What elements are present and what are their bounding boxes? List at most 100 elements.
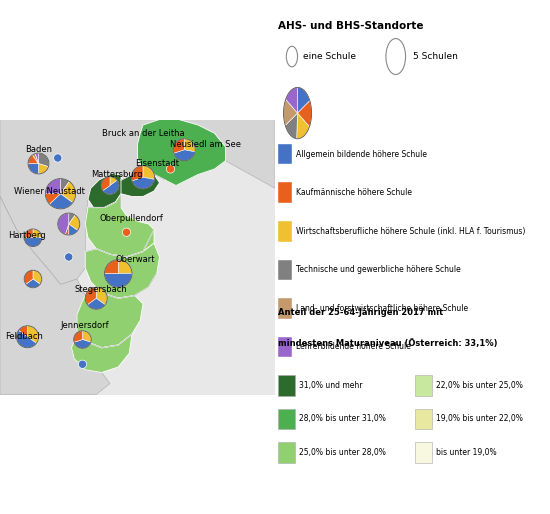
Circle shape	[54, 154, 62, 162]
Wedge shape	[69, 224, 78, 235]
Polygon shape	[72, 334, 132, 373]
Text: Lehrerbildende höhere Schule: Lehrerbildende höhere Schule	[296, 342, 411, 352]
Wedge shape	[96, 287, 107, 305]
Circle shape	[78, 360, 87, 369]
Text: Anteil der 25-64-Jährigen 2017 mit: Anteil der 25-64-Jährigen 2017 mit	[278, 308, 443, 318]
Circle shape	[122, 228, 131, 236]
Wedge shape	[24, 229, 33, 238]
Bar	[415, 375, 432, 396]
Bar	[278, 182, 292, 203]
Circle shape	[65, 253, 73, 261]
Bar	[278, 260, 292, 280]
Wedge shape	[24, 270, 33, 284]
Wedge shape	[184, 139, 195, 152]
Polygon shape	[77, 293, 143, 348]
Wedge shape	[45, 179, 60, 194]
Bar	[278, 298, 292, 319]
Text: bis unter 19,0%: bis unter 19,0%	[436, 448, 497, 457]
Text: Technische und gewerbliche höhere Schule: Technische und gewerbliche höhere Schule	[296, 265, 461, 274]
Wedge shape	[173, 139, 184, 153]
Text: Kaufmännische höhere Schule: Kaufmännische höhere Schule	[296, 188, 412, 197]
Polygon shape	[85, 243, 160, 298]
Wedge shape	[60, 181, 75, 203]
Text: 19,0% bis unter 22,0%: 19,0% bis unter 22,0%	[436, 414, 523, 424]
Polygon shape	[138, 119, 226, 186]
Wedge shape	[26, 279, 40, 288]
Wedge shape	[82, 331, 91, 342]
Polygon shape	[0, 119, 275, 285]
Bar	[415, 442, 432, 463]
Wedge shape	[45, 194, 60, 204]
Text: Allgemein bildende höhere Schule: Allgemein bildende höhere Schule	[296, 150, 427, 159]
Wedge shape	[39, 153, 49, 167]
Polygon shape	[88, 174, 121, 208]
Text: 5 Schulen: 5 Schulen	[412, 52, 458, 61]
Wedge shape	[143, 166, 155, 179]
Text: Oberwart: Oberwart	[116, 255, 155, 264]
Text: Bruck an der Leitha: Bruck an der Leitha	[102, 128, 184, 138]
Text: eine Schule: eine Schule	[303, 52, 356, 61]
Wedge shape	[118, 260, 132, 273]
Polygon shape	[85, 194, 154, 257]
Wedge shape	[85, 287, 96, 305]
Text: Mattersburg: Mattersburg	[91, 170, 142, 179]
Polygon shape	[0, 196, 110, 395]
Wedge shape	[74, 340, 91, 348]
Bar	[278, 337, 292, 357]
Text: Hartberg: Hartberg	[8, 230, 46, 240]
Wedge shape	[16, 331, 36, 348]
Wedge shape	[33, 229, 42, 238]
Wedge shape	[74, 331, 82, 342]
Wedge shape	[103, 180, 119, 194]
Text: 28,0% bis unter 31,0%: 28,0% bis unter 31,0%	[299, 414, 386, 424]
Wedge shape	[174, 150, 195, 161]
Polygon shape	[116, 169, 160, 196]
Wedge shape	[285, 113, 298, 139]
Wedge shape	[284, 99, 298, 125]
Bar	[278, 409, 295, 429]
Text: Wirtschaftsberufliche höhere Schule (inkl. HLA f. Tourismus): Wirtschaftsberufliche höhere Schule (ink…	[296, 227, 525, 236]
Wedge shape	[131, 166, 143, 181]
Text: AHS- und BHS-Standorte: AHS- und BHS-Standorte	[278, 21, 424, 30]
Wedge shape	[33, 270, 42, 284]
Wedge shape	[19, 326, 28, 337]
Circle shape	[166, 165, 175, 173]
Wedge shape	[296, 113, 310, 139]
Wedge shape	[60, 179, 69, 194]
Polygon shape	[0, 119, 275, 395]
Text: Baden: Baden	[25, 145, 52, 154]
Text: mindestens Maturaniveau (Österreich: 33,1%): mindestens Maturaniveau (Österreich: 33,…	[278, 339, 497, 348]
Text: 22,0% bis unter 25,0%: 22,0% bis unter 25,0%	[436, 381, 523, 390]
Bar	[278, 375, 295, 396]
Text: Wiener Neustadt: Wiener Neustadt	[14, 187, 85, 195]
Wedge shape	[298, 87, 310, 113]
Wedge shape	[58, 213, 69, 234]
Wedge shape	[69, 215, 80, 230]
Wedge shape	[298, 101, 311, 127]
Wedge shape	[35, 153, 39, 163]
Text: 25,0% bis unter 28,0%: 25,0% bis unter 28,0%	[299, 448, 386, 457]
Text: 31,0% und mehr: 31,0% und mehr	[299, 381, 362, 390]
Bar	[415, 409, 432, 429]
Wedge shape	[50, 194, 73, 209]
Wedge shape	[104, 260, 118, 273]
Text: Stegersbach: Stegersbach	[74, 285, 127, 295]
Wedge shape	[132, 177, 155, 189]
Text: Land- und forstwirtschaftliche höhere Schule: Land- und forstwirtschaftliche höhere Sc…	[296, 304, 468, 313]
Wedge shape	[69, 213, 75, 224]
Wedge shape	[101, 177, 110, 191]
Text: Eisenstadt: Eisenstadt	[135, 159, 179, 168]
Wedge shape	[28, 163, 38, 174]
Bar	[278, 221, 292, 242]
Wedge shape	[32, 154, 38, 163]
Wedge shape	[87, 298, 105, 309]
Text: Feldbach: Feldbach	[6, 332, 43, 341]
Text: Neusiedl am See: Neusiedl am See	[170, 140, 241, 149]
Bar	[278, 442, 295, 463]
Wedge shape	[28, 155, 38, 163]
Wedge shape	[24, 238, 42, 247]
Wedge shape	[110, 177, 117, 186]
Wedge shape	[104, 273, 132, 287]
Wedge shape	[65, 224, 69, 235]
Wedge shape	[285, 87, 298, 113]
